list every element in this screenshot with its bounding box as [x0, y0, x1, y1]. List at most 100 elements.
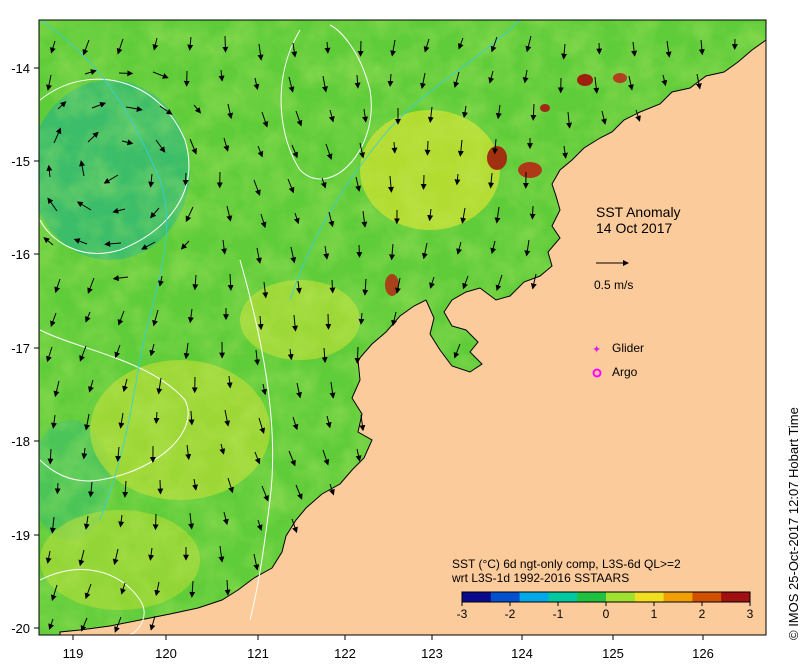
- current-vector: [46, 164, 53, 178]
- current-vector: [182, 172, 189, 186]
- y-tick-label: -19: [11, 528, 30, 543]
- current-vector: [665, 40, 672, 58]
- current-vector: [47, 448, 54, 465]
- current-vector: [152, 513, 159, 531]
- current-vector: [387, 175, 394, 193]
- current-vector: [256, 247, 262, 264]
- current-vector: [262, 281, 269, 299]
- y-tick-label: -17: [11, 341, 30, 356]
- current-vector: [149, 343, 156, 357]
- current-vector: [257, 43, 264, 61]
- current-vector: [627, 75, 634, 91]
- glider-legend-label: Glider: [612, 341, 644, 355]
- current-vector: [261, 383, 268, 396]
- current-vector: [420, 72, 426, 90]
- current-vector: [87, 277, 95, 294]
- colorbar: -3 -2 -1 0 1 2 3: [457, 591, 754, 621]
- hot-spot: [518, 162, 542, 178]
- current-vector: [120, 582, 126, 595]
- current-vector: [391, 141, 398, 154]
- current-vector: [495, 274, 503, 292]
- current-vector: [288, 450, 296, 467]
- current-vector: [189, 580, 196, 598]
- current-vector: [85, 311, 91, 323]
- current-vector: [122, 378, 128, 393]
- current-vector: [218, 545, 225, 563]
- current-vector: [152, 37, 159, 51]
- contour-line: [39, 78, 190, 254]
- colorbar-segment: [606, 592, 636, 602]
- current-vector: [291, 518, 298, 534]
- current-vector: [453, 71, 460, 88]
- current-vector: [223, 137, 230, 152]
- current-vector: [156, 377, 163, 395]
- current-vector: [257, 315, 264, 331]
- y-tick-label: -18: [11, 434, 30, 449]
- bathymetry-contours: [39, 20, 521, 521]
- current-vector: [454, 173, 461, 186]
- current-vector: [420, 174, 427, 190]
- current-vector: [695, 73, 702, 90]
- current-vector: [524, 239, 531, 257]
- current-vector: [698, 39, 705, 56]
- current-vector: [84, 583, 92, 600]
- current-vector: [224, 579, 231, 596]
- current-vector: [256, 519, 263, 531]
- colorbar-tick-label: 2: [699, 607, 706, 621]
- current-vector: [296, 382, 302, 399]
- x-tick-label: 125: [602, 646, 624, 661]
- current-vector: [488, 172, 495, 189]
- colorbar-segment: [519, 592, 549, 602]
- current-vector: [362, 278, 369, 296]
- current-vector: [253, 179, 261, 196]
- hot-spot: [540, 104, 550, 112]
- current-vector: [112, 548, 119, 566]
- current-vector: [488, 70, 495, 84]
- current-vector: [631, 41, 638, 57]
- vector-scale-label: 0.5 m/s: [594, 278, 633, 292]
- current-vector: [103, 174, 119, 184]
- current-vector: [222, 511, 229, 526]
- isobath-line: [39, 20, 168, 521]
- colorbar-tick-label: -2: [505, 607, 516, 621]
- current-vector: [153, 411, 160, 424]
- current-vector: [159, 105, 173, 115]
- current-vector: [522, 69, 529, 84]
- current-vector: [185, 444, 192, 461]
- hot-spot: [487, 146, 507, 170]
- current-vector: [152, 309, 159, 327]
- current-vector: [495, 104, 502, 120]
- current-vector: [82, 39, 90, 56]
- current-vector: [50, 414, 57, 429]
- contour-line: [39, 569, 145, 635]
- current-vector: [49, 516, 56, 534]
- current-vector: [79, 160, 85, 177]
- colorbar-tick-label: 1: [651, 607, 658, 621]
- current-vector: [322, 75, 328, 93]
- current-vector: [227, 103, 234, 120]
- current-vector: [148, 173, 155, 188]
- current-vector: [53, 380, 60, 398]
- current-vector: [293, 212, 300, 225]
- current-vector: [158, 275, 164, 287]
- current-vector: [295, 280, 302, 294]
- map-plot-area: [39, 20, 766, 635]
- current-vector: [461, 105, 468, 119]
- current-vector: [125, 105, 143, 112]
- current-vector: [355, 448, 362, 462]
- current-vector: [112, 275, 129, 282]
- current-vector: [291, 144, 298, 159]
- current-vector: [323, 245, 330, 260]
- current-vector: [292, 314, 299, 332]
- current-vector: [257, 145, 264, 158]
- current-vector: [322, 449, 330, 466]
- current-vector: [253, 77, 260, 91]
- current-vector: [227, 273, 234, 291]
- current-vector: [84, 69, 97, 75]
- current-vector: [88, 481, 94, 498]
- current-vector: [122, 480, 129, 498]
- current-vectors: [43, 35, 738, 633]
- argo-legend-label: Argo: [612, 365, 638, 379]
- caption-line-2: wrt L3S-1d 1992-2016 SSTAARS: [451, 571, 629, 585]
